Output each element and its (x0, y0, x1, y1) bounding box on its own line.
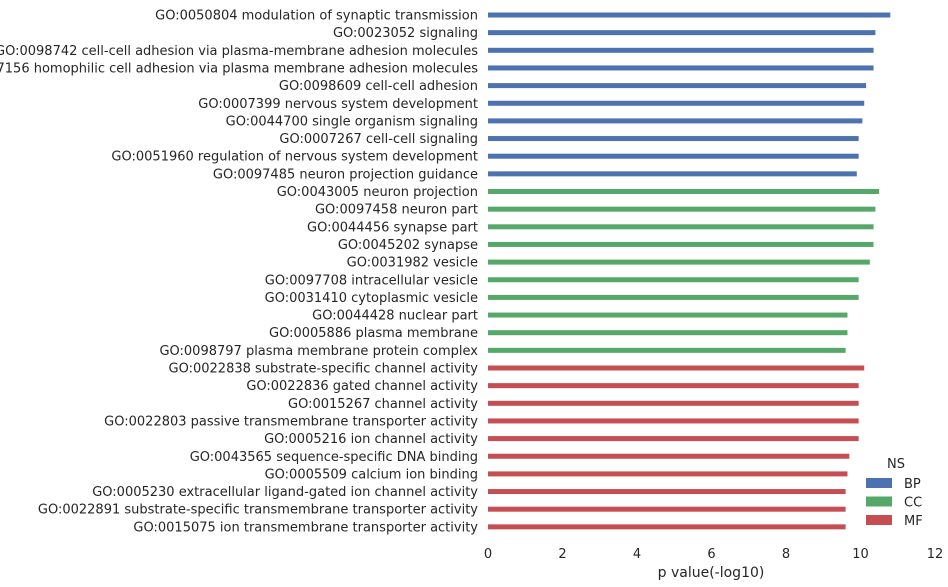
bar-bp (488, 171, 857, 177)
bar-cc (488, 206, 876, 212)
category-label: GO:0022836 gated channel activity (246, 379, 478, 394)
bar-mf (488, 383, 859, 389)
bar-cc (488, 224, 874, 230)
bar-cc (488, 312, 848, 318)
category-label: GO:0045202 synapse (338, 238, 478, 253)
category-label: GO:0005230 extracellular ligand-gated io… (92, 485, 478, 500)
category-label: GO:0022803 passive transmembrane transpo… (104, 414, 478, 429)
category-label: GO:0005886 plasma membrane (269, 326, 478, 341)
legend-swatch-mf (866, 515, 892, 525)
category-label: GO:0005216 ion channel activity (264, 432, 478, 447)
category-label: GO:0015267 channel activity (288, 397, 478, 412)
bars (488, 12, 891, 530)
category-label: GO:0097708 intracellular vesicle (265, 273, 478, 288)
bar-bp (488, 153, 859, 159)
bar-mf (488, 453, 850, 459)
category-label: GO:0023052 signaling (333, 26, 478, 41)
bar-mf (488, 418, 859, 424)
category-label: GO:0031982 vesicle (347, 256, 478, 271)
bar-bp (488, 118, 863, 124)
category-label: GO:0043565 sequence-specific DNA binding (190, 450, 478, 465)
category-label: GO:0098742 cell-cell adhesion via plasma… (0, 44, 478, 59)
legend-label-cc: CC (904, 496, 922, 511)
x-axis-title: p value(-log10) (658, 565, 765, 581)
bar-mf (488, 365, 865, 371)
category-label: GO:0044456 synapse part (307, 220, 478, 235)
bar-cc (488, 330, 848, 336)
bar-cc (488, 347, 846, 353)
x-tick-label: 0 (484, 547, 492, 562)
bar-mf (488, 506, 846, 512)
category-label: GO:0007156 homophilic cell adhesion via … (0, 61, 478, 76)
legend: NS BP CC MF (866, 457, 923, 529)
bar-bp (488, 30, 876, 36)
category-label: GO:0043005 neuron projection (277, 185, 478, 200)
x-tick-label: 4 (633, 547, 641, 562)
category-label: GO:0022838 substrate-specific channel ac… (169, 362, 479, 377)
category-label: GO:0098609 cell-cell adhesion (279, 79, 478, 94)
bar-bp (488, 12, 891, 18)
bar-cc (488, 277, 859, 283)
category-labels: GO:0050804 modulation of synaptic transm… (0, 9, 478, 536)
category-label: GO:0050804 modulation of synaptic transm… (155, 9, 478, 24)
category-label: GO:0022891 substrate-specific transmembr… (38, 503, 478, 518)
bar-mf (488, 471, 848, 477)
bar-bp (488, 47, 874, 53)
bar-cc (488, 189, 880, 194)
category-label: GO:0031410 cytoplasmic vesicle (265, 291, 478, 306)
bar-cc (488, 259, 870, 265)
category-label: GO:0007267 cell-cell signaling (279, 132, 478, 147)
bar-bp (488, 100, 865, 106)
category-label: GO:0005509 calcium ion binding (265, 467, 478, 482)
bar-bp (488, 136, 859, 142)
legend-swatch-cc (866, 496, 892, 507)
x-tick-label: 12 (927, 547, 944, 562)
bar-cc (488, 294, 859, 300)
category-label: GO:0015075 ion transmembrane transporter… (133, 520, 478, 535)
x-tick-label: 2 (558, 547, 566, 562)
bar-cc (488, 241, 874, 247)
bar-mf (488, 524, 846, 530)
legend-title: NS (887, 457, 905, 472)
bar-bp (488, 83, 867, 89)
category-label: GO:0044428 nuclear part (312, 309, 478, 324)
bar-bp (488, 65, 874, 71)
bar-mf (488, 489, 846, 495)
category-label: GO:0051960 regulation of nervous system … (111, 150, 478, 165)
category-label: GO:0044700 single organism signaling (226, 114, 478, 129)
legend-label-mf: MF (904, 514, 923, 529)
category-label: GO:0097458 neuron part (315, 203, 478, 218)
x-tick-label: 6 (707, 547, 715, 562)
category-label: GO:0007399 nervous system development (198, 97, 478, 112)
bar-mf (488, 400, 859, 406)
x-axis: 0 2 4 6 8 10 12 (484, 547, 943, 562)
category-label: GO:0097485 neuron projection guidance (213, 167, 478, 182)
category-label: GO:0098797 plasma membrane protein compl… (159, 344, 478, 359)
bar-mf (488, 436, 859, 442)
x-tick-label: 8 (782, 547, 790, 562)
legend-label-bp: BP (904, 477, 921, 492)
x-tick-label: 10 (852, 547, 869, 562)
legend-swatch-bp (866, 478, 892, 488)
